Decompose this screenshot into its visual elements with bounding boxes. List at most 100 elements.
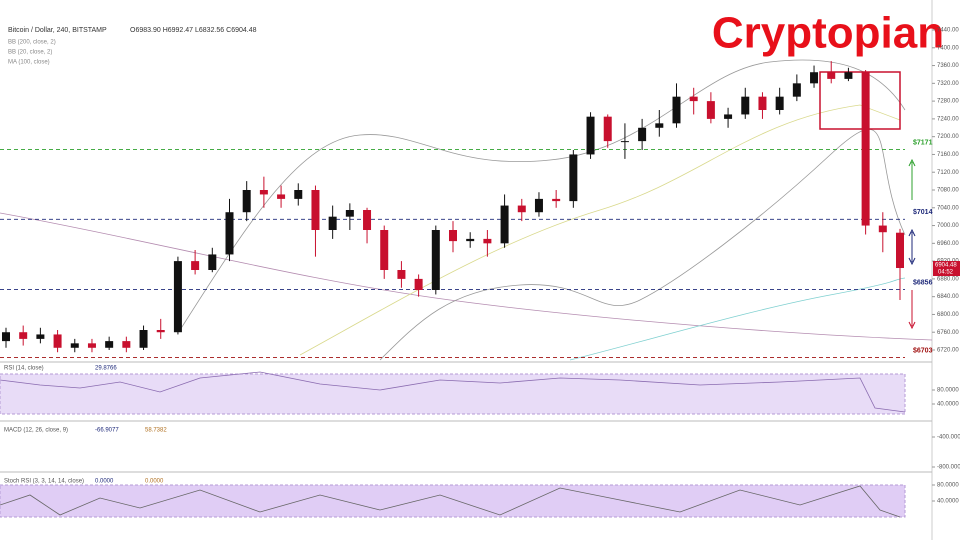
candle-body <box>87 343 96 348</box>
stoch-band <box>0 484 906 518</box>
candle-body <box>173 261 182 333</box>
arrow-head <box>908 158 916 167</box>
candle-body <box>156 330 165 333</box>
y-tick-label: 7200.00 <box>937 134 959 140</box>
y-tick-label: 7400.00 <box>937 45 959 51</box>
candle-body <box>741 96 750 115</box>
candle-body <box>208 254 217 270</box>
y-tick-label: 7040.00 <box>937 205 959 211</box>
y-tick-label: 7000.00 <box>937 223 959 229</box>
candle-body <box>191 261 200 270</box>
candle-body <box>397 270 406 279</box>
candle-body <box>483 238 492 244</box>
brand-title: Cryptopian <box>712 9 944 58</box>
candle-body <box>896 232 904 269</box>
indicator-line <box>379 129 906 361</box>
candle-body <box>861 72 870 226</box>
pane-tick-label: 80.0000 <box>937 388 959 394</box>
candle-body <box>449 230 457 242</box>
candle-body <box>552 198 561 202</box>
ohlc-header: O6983.90 H6992.47 L6832.56 C6904.48 <box>130 27 257 34</box>
candle-body <box>139 330 148 348</box>
stoch-line <box>0 485 901 518</box>
y-tick-label: 7360.00 <box>937 63 959 69</box>
indicator-line <box>0 212 933 341</box>
candle-body <box>586 116 595 155</box>
y-tick-label: 7240.00 <box>937 116 959 122</box>
candle-body <box>431 230 440 290</box>
price-tag-time: 04:52 <box>938 270 954 276</box>
indicator-line <box>299 104 901 356</box>
y-tick-label: 7280.00 <box>937 99 959 105</box>
pane-tick-label: 40.0000 <box>937 499 959 505</box>
candle-body <box>19 332 28 339</box>
pane-reading: 0.0000 <box>95 479 114 485</box>
candle-body <box>53 334 62 348</box>
candle-body <box>517 205 526 213</box>
candle-body <box>724 114 733 119</box>
level-label: $6856 <box>913 279 933 286</box>
candle-body <box>689 96 698 102</box>
pane-tick-label: -400.0000 <box>937 435 960 441</box>
candle-body <box>277 194 286 199</box>
candle-body <box>311 190 320 230</box>
candle-body <box>122 341 131 348</box>
candle-body <box>672 96 681 124</box>
y-tick-label: 7440.00 <box>937 28 959 34</box>
y-tick-label: 6720.00 <box>937 348 959 354</box>
level-label: $7014 <box>913 209 933 216</box>
candle-body <box>259 190 268 195</box>
candle-body <box>225 212 234 255</box>
candle-body <box>363 210 372 230</box>
price-tag-value: 6904.48 <box>935 263 957 269</box>
candle-body <box>500 205 509 244</box>
candle-body <box>242 190 251 213</box>
overlay-label: MA (100, close) <box>8 60 50 66</box>
candle-body <box>775 96 784 110</box>
y-tick-label: 7160.00 <box>937 152 959 158</box>
symbol: Bitcoin / Dollar, 240, BITSTAMP <box>8 27 107 34</box>
candle-body <box>414 278 423 290</box>
y-tick-label: 6880.00 <box>937 276 959 282</box>
candle-body <box>2 332 10 342</box>
y-tick-label: 7320.00 <box>937 81 959 87</box>
candle-body <box>603 116 612 142</box>
candle-body <box>36 334 45 339</box>
pane-tick-label: -800.0000 <box>937 465 960 471</box>
y-tick-label: 7120.00 <box>937 170 959 176</box>
price-tag <box>933 261 960 277</box>
candle-body <box>810 72 819 84</box>
overlay-label: BB (200, close, 2) <box>8 40 56 46</box>
rsi-band <box>0 373 906 415</box>
pane-title: MACD (12, 26, close, 9) <box>4 428 68 434</box>
candle-body <box>534 198 543 213</box>
pane-reading: -66.9077 <box>95 428 119 434</box>
pane-reading: 0.0000 <box>145 479 164 485</box>
level-label: $6703 <box>913 347 933 354</box>
candle-body <box>878 225 887 233</box>
level-label: $7171 <box>913 139 933 146</box>
pane-title: Stoch RSI (3, 3, 14, 14, close) <box>4 479 84 485</box>
pane-reading: 58.7382 <box>145 428 167 434</box>
pane-title: RSI (14, close) <box>4 366 44 372</box>
highlight-box <box>819 71 901 130</box>
candle-body <box>294 190 303 199</box>
pane-tick-label: 40.0000 <box>937 402 959 408</box>
y-tick-label: 6840.00 <box>937 294 959 300</box>
pane-tick-label: 80.0000 <box>937 483 959 489</box>
candle-body <box>380 230 389 270</box>
candle-body <box>70 343 79 348</box>
candle-body <box>844 72 853 79</box>
candle-body <box>466 238 475 242</box>
candle-body <box>827 72 836 79</box>
candle-body <box>706 101 715 119</box>
y-tick-label: 7080.00 <box>937 188 959 194</box>
candle-body <box>620 141 629 143</box>
overlay-label: BB (20, close, 2) <box>8 50 52 56</box>
candle-body <box>105 341 114 348</box>
y-tick-label: 6960.00 <box>937 241 959 247</box>
y-tick-label: 6800.00 <box>937 312 959 318</box>
pane-reading: 29.8766 <box>95 366 117 372</box>
candle-body <box>792 83 801 97</box>
